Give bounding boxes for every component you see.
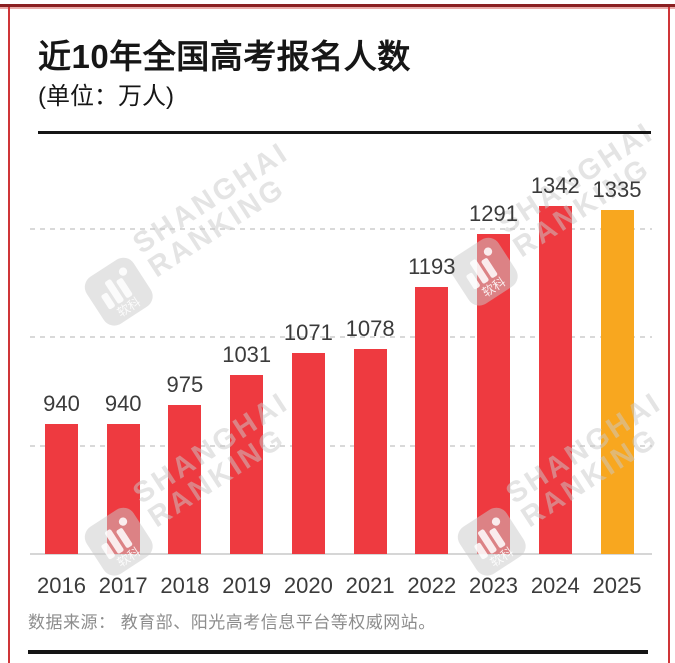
x-axis-label-2018: 2018 bbox=[160, 573, 210, 598]
x-axis-label-2021: 2021 bbox=[345, 573, 395, 598]
bar-2021 bbox=[353, 349, 387, 554]
x-axis-label-2023: 2023 bbox=[469, 573, 518, 598]
value-label-2023: 1291 bbox=[469, 200, 518, 226]
value-label-2020: 1071 bbox=[283, 320, 333, 345]
x-axis-label-2024: 2024 bbox=[530, 573, 580, 598]
bottom-divider bbox=[28, 650, 648, 654]
bar-2020 bbox=[291, 353, 325, 554]
value-label-2018: 975 bbox=[166, 372, 204, 397]
bar-2022 bbox=[415, 287, 449, 554]
x-axis-label-2017: 2017 bbox=[98, 573, 148, 598]
bar-2019 bbox=[230, 374, 264, 554]
title-divider bbox=[38, 131, 651, 134]
x-axis-label-2016: 2016 bbox=[37, 573, 86, 598]
shanghairanking-logo-icon: 软科 bbox=[457, 507, 526, 576]
bar-2018 bbox=[168, 405, 202, 554]
data-source-note: 数据来源： 教育部、阳光高考信息平台等权威网站。 bbox=[28, 613, 436, 632]
watermark: 软科 SHANGHAI RANKING bbox=[443, 387, 668, 576]
frame-right-border bbox=[668, 7, 670, 663]
x-axis-label-2025: 2025 bbox=[592, 573, 642, 598]
value-label-2024: 1342 bbox=[530, 173, 580, 199]
bar-2016 bbox=[45, 424, 78, 554]
gridline-1100 bbox=[30, 336, 652, 339]
x-axis-label-2022: 2022 bbox=[407, 573, 457, 598]
watermark: 软科 SHANGHAI RANKING bbox=[70, 137, 295, 326]
value-label-2019: 1031 bbox=[222, 341, 272, 367]
shanghairanking-logo-icon: 软科 bbox=[449, 237, 518, 306]
gridline-900 bbox=[30, 444, 652, 447]
watermark: 软科 SHANGHAI RANKING bbox=[435, 117, 660, 306]
unit-subtitle: (单位：万人) bbox=[38, 83, 174, 110]
page-title: 近10年全国高考报名人数 bbox=[38, 38, 411, 75]
x-axis-label-2020: 2020 bbox=[283, 573, 333, 598]
frame-left-border bbox=[8, 7, 10, 663]
watermark: 软科 SHANGHAI RANKING bbox=[70, 387, 295, 576]
value-label-2017: 940 bbox=[104, 391, 142, 416]
gridline-1300 bbox=[30, 228, 652, 230]
value-label-2025: 1335 bbox=[592, 177, 642, 202]
value-label-2021: 1078 bbox=[345, 316, 395, 342]
bar-2024 bbox=[538, 206, 572, 554]
value-label-2016: 940 bbox=[43, 391, 80, 416]
value-label-2022: 1193 bbox=[408, 254, 456, 279]
x-axis-label-2019: 2019 bbox=[222, 573, 272, 598]
watermark-text: SHANGHAI RANKING bbox=[128, 137, 309, 284]
frame-top-line bbox=[0, 4, 675, 7]
x-axis-baseline bbox=[30, 553, 652, 555]
bar-2025 bbox=[600, 210, 634, 554]
